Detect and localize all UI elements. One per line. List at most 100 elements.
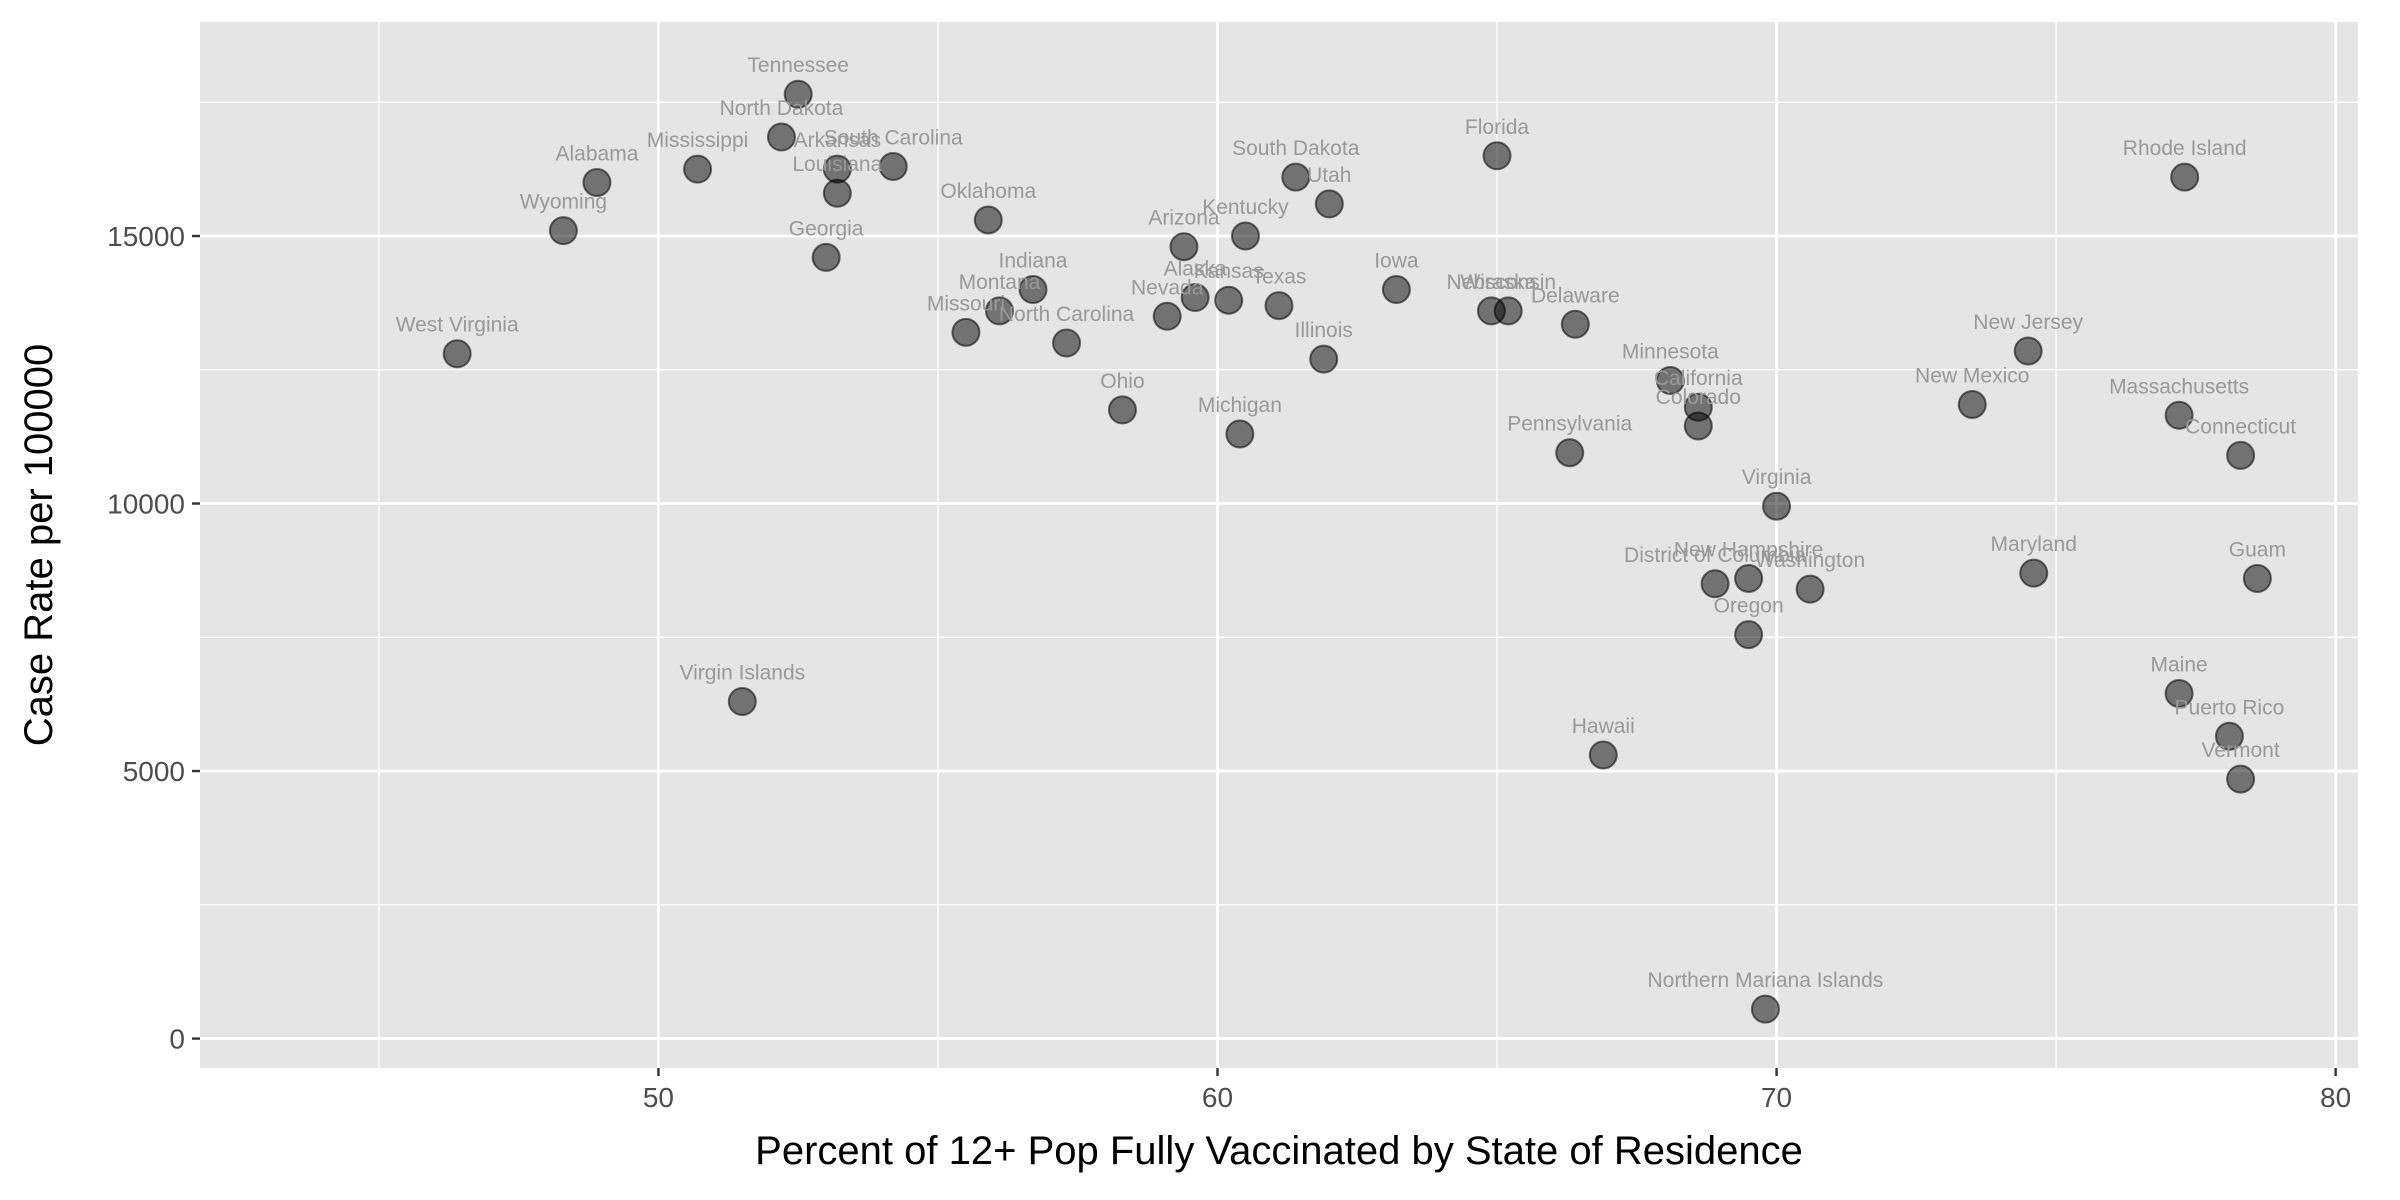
point-label: Alaska xyxy=(1164,258,1227,281)
point-label: Minnesota xyxy=(1622,340,1719,363)
data-point xyxy=(1493,296,1523,326)
x-tick-label: 70 xyxy=(1761,1082,1792,1113)
data-point xyxy=(1225,419,1255,449)
y-tick-labels: 0 5000 10000 15000 xyxy=(107,221,185,1055)
point-label: Iowa xyxy=(1374,250,1419,273)
data-point xyxy=(1555,438,1585,468)
point-label: Wyoming xyxy=(520,191,607,214)
y-axis-title: Case Rate per 100000 xyxy=(17,344,61,747)
point-label: Puerto Rico xyxy=(2175,696,2285,719)
data-point xyxy=(1180,283,1210,313)
y-tick-label: 15000 xyxy=(107,221,185,252)
data-point xyxy=(1018,275,1048,305)
point-label: Maryland xyxy=(1991,533,2077,556)
point-label: Tennessee xyxy=(747,54,849,77)
point-label: Guam xyxy=(2229,538,2286,561)
y-tick-label: 0 xyxy=(169,1024,185,1055)
data-point xyxy=(1107,395,1137,425)
point-label: Massachusetts xyxy=(2109,375,2249,398)
data-point xyxy=(1152,301,1182,331)
point-label: South Dakota xyxy=(1232,137,1360,160)
point-label: Wisconsin xyxy=(1460,271,1556,294)
point-label: Mississippi xyxy=(647,129,749,152)
data-point xyxy=(1214,285,1244,315)
point-label: North Carolina xyxy=(999,303,1135,326)
point-label: Nebraska xyxy=(1447,271,1537,294)
point-label: Virginia xyxy=(1742,466,1812,489)
point-label: Florida xyxy=(1465,116,1530,139)
data-point xyxy=(2164,678,2194,708)
data-point xyxy=(683,154,713,184)
y-tick-label: 5000 xyxy=(123,756,185,787)
point-label: Texas xyxy=(1252,266,1307,289)
point-label: Arizona xyxy=(1148,207,1220,230)
point-labels: Tennessee North Dakota Alabama Mississippi A… xyxy=(396,54,2297,992)
data-point xyxy=(2226,764,2256,794)
point-label: Illinois xyxy=(1295,319,1353,342)
point-label: Colorado xyxy=(1656,386,1741,409)
data-point xyxy=(1309,344,1339,374)
point-label: Ohio xyxy=(1100,370,1144,393)
data-point xyxy=(1683,411,1713,441)
data-point xyxy=(1230,221,1260,251)
data-point xyxy=(1734,620,1764,650)
data-point xyxy=(984,296,1014,326)
data-point xyxy=(582,168,612,198)
axis-ticks xyxy=(192,234,2337,1076)
point-label: Maine xyxy=(2150,653,2207,676)
plot-panel xyxy=(200,22,2358,1068)
data-point xyxy=(1957,390,1987,420)
data-point xyxy=(1281,162,1311,192)
data-point xyxy=(878,151,908,181)
point-label: Louisiana xyxy=(792,153,882,176)
data-point xyxy=(1750,994,1780,1024)
x-tick-labels: 50 60 70 80 xyxy=(643,1082,2351,1113)
data-point xyxy=(2242,563,2272,593)
data-point xyxy=(766,122,796,152)
data-point xyxy=(1482,141,1512,171)
data-point xyxy=(2226,440,2256,470)
point-label: New Mexico xyxy=(1915,365,2029,388)
point-label: Rhode Island xyxy=(2123,137,2247,160)
point-label: Georgia xyxy=(789,217,864,240)
data-point xyxy=(1588,740,1618,770)
data-point xyxy=(973,205,1003,235)
x-tick-label: 60 xyxy=(1202,1082,1233,1113)
point-label: Vermont xyxy=(2201,739,2279,762)
data-point xyxy=(1169,232,1199,262)
data-point xyxy=(2170,162,2200,192)
point-label: Delaware xyxy=(1531,284,1620,307)
point-label: Oregon xyxy=(1714,595,1784,618)
data-point xyxy=(1264,291,1294,321)
data-point xyxy=(1052,328,1082,358)
data-point xyxy=(1734,563,1764,593)
point-label: Arkansas xyxy=(794,129,882,152)
data-point xyxy=(1314,189,1344,219)
data-point xyxy=(1795,574,1825,604)
point-label: Missouri xyxy=(927,292,1005,315)
data-point xyxy=(2019,558,2049,588)
point-label: West Virginia xyxy=(396,314,519,337)
point-label: Montana xyxy=(959,271,1041,294)
point-label: Utah xyxy=(1307,164,1351,187)
data-point xyxy=(822,178,852,208)
data-point xyxy=(1700,569,1730,599)
point-label: Northern Mariana Islands xyxy=(1647,969,1883,992)
point-label: Hawaii xyxy=(1572,715,1635,738)
point-label: Nevada xyxy=(1131,276,1204,299)
data-point xyxy=(548,216,578,246)
point-label: North Dakota xyxy=(720,97,844,120)
point-label: New Hampshire xyxy=(1674,538,1823,561)
data-point xyxy=(2164,400,2194,430)
data-point xyxy=(1762,491,1792,521)
point-label: Michigan xyxy=(1198,394,1282,417)
y-tick-label: 10000 xyxy=(107,489,185,520)
x-tick-label: 80 xyxy=(2320,1082,2351,1113)
point-label: New Jersey xyxy=(1973,311,2083,334)
data-point xyxy=(1560,309,1590,339)
point-label: South Carolina xyxy=(824,126,963,149)
point-label: Pennsylvania xyxy=(1507,413,1632,436)
data-points xyxy=(442,79,2272,1024)
data-point xyxy=(951,317,981,347)
